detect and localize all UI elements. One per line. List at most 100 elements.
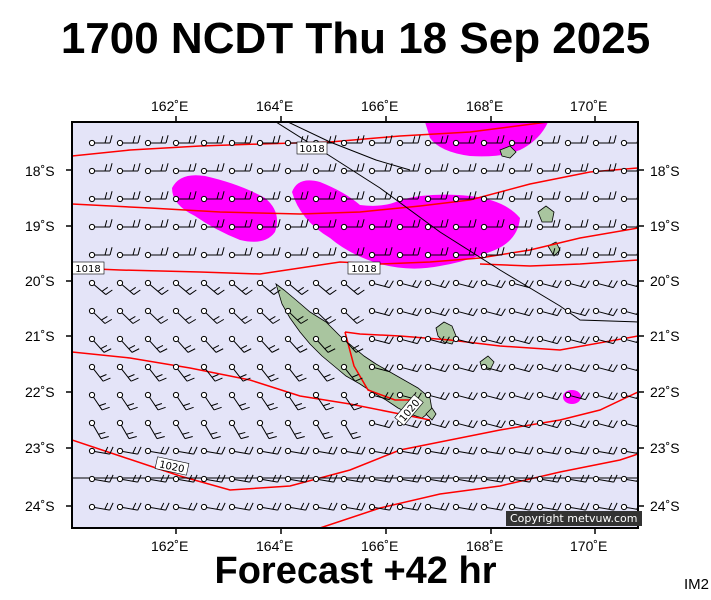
wind-barb-feather: [384, 364, 389, 371]
wind-barb-shaft: [149, 284, 163, 295]
wind-barb-shaft: [486, 506, 502, 511]
wind-barb-feather: [268, 436, 277, 440]
wind-barb-shaft: [626, 339, 638, 344]
wind-station-circle: [592, 503, 600, 511]
wind-barb-feather: [188, 474, 193, 482]
wind-barb-shaft: [626, 450, 638, 454]
wind-barb-feather: [102, 377, 111, 382]
wind-station-circle: [256, 447, 264, 455]
wind-barb-feather: [496, 446, 501, 454]
wind-barb-feather: [580, 136, 584, 144]
wind-station-circle: [172, 363, 180, 371]
wind-station-circle: [564, 139, 572, 147]
wind-barb-feather: [244, 192, 248, 200]
wind-barb-shaft: [318, 478, 334, 483]
wind-barb-feather: [137, 163, 141, 172]
wind-barb-shaft: [316, 425, 326, 439]
wind-barb-feather: [130, 377, 139, 382]
wind-barb-feather: [350, 431, 358, 435]
wind-barb-feather: [384, 220, 388, 228]
wind-barb-feather: [501, 135, 505, 144]
lon-label-bottom-166: 166˚E: [361, 538, 399, 554]
wind-barb-feather: [101, 406, 110, 411]
wind-barb-feather: [608, 502, 613, 510]
wind-barb-feather: [322, 431, 330, 435]
wind-barb-shaft: [430, 478, 446, 483]
wind-barb-feather: [269, 286, 276, 292]
wind-barb-shaft: [598, 423, 614, 429]
wind-station-circle: [508, 195, 516, 203]
wind-barb-feather: [608, 280, 613, 287]
lat-label-right-24: 24˚S: [650, 498, 680, 514]
wind-station-circle: [592, 363, 600, 371]
wind-station-circle: [452, 391, 460, 399]
wind-barb-feather: [557, 191, 561, 200]
wind-barb-feather: [501, 163, 505, 172]
wind-barb-feather: [188, 136, 192, 144]
wind-station-circle: [312, 391, 320, 399]
wind-barb-feather: [468, 280, 473, 287]
wind-barb-feather: [249, 502, 254, 511]
wind-barb-feather: [361, 474, 366, 483]
wind-station-circle: [88, 195, 96, 203]
wind-station-circle: [228, 475, 236, 483]
wind-barb-feather: [612, 364, 618, 372]
wind-barb-shaft: [121, 396, 131, 411]
wind-barb-feather: [524, 136, 528, 144]
wind-barb-feather: [412, 220, 416, 228]
wind-station-circle: [452, 251, 460, 259]
wind-barb-shaft: [626, 311, 638, 316]
wind-barb-feather: [328, 502, 333, 510]
wind-barb-feather: [353, 315, 360, 321]
wind-barb-feather: [468, 136, 472, 144]
wind-barb-feather: [272, 220, 276, 228]
rain-area-north: [425, 122, 548, 157]
wind-barb-feather: [440, 192, 444, 200]
wind-barb-feather: [580, 220, 584, 228]
wind-barb-feather: [272, 446, 277, 454]
wind-station-circle: [144, 195, 152, 203]
wind-barb-shaft: [288, 425, 298, 439]
wind-barb-feather: [333, 163, 337, 172]
wind-barb-feather: [412, 248, 416, 256]
wind-barb-feather: [501, 219, 505, 228]
wind-station-circle: [256, 139, 264, 147]
wind-barb-feather: [272, 318, 281, 324]
wind-barb-feather: [160, 446, 165, 454]
wind-barb-feather: [641, 337, 645, 344]
wind-barb-shaft: [234, 506, 250, 511]
wind-barb-feather: [300, 192, 304, 200]
wind-barb-feather: [473, 219, 477, 228]
wind-barb-shaft: [486, 311, 502, 317]
wind-station-circle: [284, 503, 292, 511]
wind-barb-shaft: [289, 368, 300, 382]
wind-barb-feather: [496, 364, 501, 371]
wind-station-circle: [312, 419, 320, 427]
wind-barb-shaft: [570, 478, 586, 483]
wind-barb-feather: [440, 336, 445, 343]
wind-barb-feather: [468, 248, 472, 256]
wind-barb-shaft: [374, 367, 390, 373]
lon-label-bottom-170: 170˚E: [570, 538, 608, 554]
wind-barb-feather: [529, 247, 533, 256]
wind-station-circle: [88, 363, 96, 371]
wind-barb-shaft: [149, 396, 159, 411]
wind-station-circle: [284, 335, 292, 343]
wind-barb-feather: [101, 315, 108, 321]
wind-barb-feather: [552, 502, 557, 510]
wind-barb-feather: [357, 289, 365, 295]
wind-barb-feather: [137, 191, 141, 200]
wind-station-circle: [284, 139, 292, 147]
wind-station-circle: [228, 251, 236, 259]
wind-barb-shaft: [542, 478, 558, 483]
wind-barb-shaft: [178, 450, 194, 455]
wind-station-circle: [172, 167, 180, 175]
wind-barb-shaft: [514, 506, 530, 511]
wind-barb-feather: [129, 406, 138, 411]
wind-barb-feather: [440, 446, 445, 454]
wind-barb-shaft: [458, 311, 474, 317]
wind-barb-shaft: [290, 450, 306, 455]
wind-barb-feather: [642, 135, 644, 143]
wind-station-circle: [88, 475, 96, 483]
wind-barb-feather: [440, 502, 445, 510]
